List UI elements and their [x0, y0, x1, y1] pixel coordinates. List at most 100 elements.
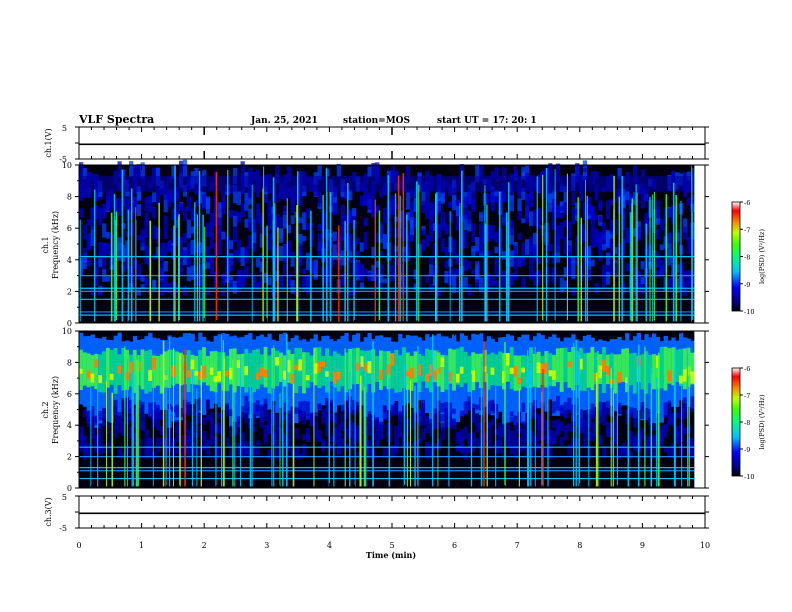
spectrogram-cell — [352, 400, 357, 415]
spectrogram-cell — [186, 429, 191, 443]
spectrogram-cell — [421, 239, 426, 251]
spectrogram-cell — [636, 226, 641, 241]
spectrogram-cell — [394, 441, 399, 447]
spectrogram-cell — [302, 352, 307, 394]
spectrogram-cell — [317, 223, 322, 231]
spectrogram-cell — [478, 215, 484, 222]
spectrogram-cell — [94, 267, 99, 286]
spectrogram-cell — [259, 419, 265, 428]
spectrogram-cell — [440, 357, 445, 367]
spectrogram-cell — [559, 277, 564, 293]
spectrogram-cell — [690, 371, 695, 384]
spectrogram-cell — [425, 176, 430, 192]
spectrogram-cell — [313, 432, 318, 442]
spectrogram-cell — [232, 249, 238, 257]
spectrogram-cell — [367, 421, 372, 436]
spectrogram-cell — [144, 351, 149, 394]
spectrogram-cell — [578, 409, 584, 420]
spectrogram-cell — [559, 437, 564, 446]
spectrogram-cell — [290, 405, 295, 417]
spectrogram-cell — [590, 409, 595, 419]
spectrogram-cell — [571, 192, 576, 206]
spectrogram-cell — [659, 425, 664, 441]
spectrogram-cell — [378, 425, 384, 432]
spectrogram-cell — [663, 424, 668, 438]
spectrogram-cell — [517, 377, 522, 385]
y-tick-label: 6 — [67, 390, 72, 399]
spectrogram-cell — [309, 412, 315, 418]
spectrogram-cell — [402, 275, 407, 288]
spectrogram-cell — [217, 228, 222, 234]
spectrogram-cell — [263, 425, 268, 439]
spectrogram-cell — [290, 197, 295, 213]
x-tick-label: 7 — [515, 541, 520, 550]
spectrogram-cell — [98, 410, 103, 421]
spectrogram-cell — [417, 176, 422, 192]
spectrogram-cell — [86, 420, 91, 427]
spectrogram-cell — [682, 407, 688, 419]
spectrogram-cell — [563, 186, 568, 203]
spectrogram-cell — [221, 206, 226, 215]
spectrogram-cell — [340, 235, 345, 241]
spectrogram-cell — [436, 442, 441, 450]
spectrogram-cell — [617, 167, 622, 180]
spectrogram-cell — [232, 176, 238, 192]
spectrogram-cell — [536, 270, 541, 286]
spectrogram-cell — [571, 261, 576, 280]
spectrogram-cell — [582, 438, 588, 449]
spectrogram-cell — [475, 176, 480, 192]
spectrogram-cell — [586, 245, 591, 256]
spectrogram-cell — [236, 275, 241, 292]
figure-title: VLF Spectra — [78, 113, 154, 126]
spectrogram-cell — [682, 369, 688, 382]
spectrogram-cell — [417, 419, 422, 426]
spectrogram-cell — [128, 361, 134, 374]
x-tick-label: 4 — [327, 541, 332, 550]
spectrogram-cell — [305, 176, 311, 192]
spectrogram-cell — [152, 167, 157, 184]
spectrogram-cell — [678, 421, 684, 429]
spectrogram-cell — [490, 225, 495, 240]
spectrogram-cell — [367, 449, 372, 459]
spectrogram-cell — [263, 273, 268, 284]
spectrogram-cell — [425, 170, 430, 179]
spectrogram-cell — [509, 250, 514, 267]
spectrogram-cell — [359, 416, 365, 423]
spectrogram-cell — [105, 422, 111, 434]
spectrogram-cell — [248, 176, 253, 192]
spectrogram-cell — [94, 176, 99, 192]
spectrogram-cell — [175, 228, 180, 247]
spectrogram-cell — [375, 431, 380, 447]
spectrogram-cell — [655, 206, 661, 224]
spectrogram-cell — [240, 443, 245, 459]
spectrogram-cell — [582, 229, 588, 242]
spectrogram-cell — [513, 245, 518, 255]
spectrogram-cell — [317, 164, 322, 180]
spectrogram-cell — [159, 437, 165, 446]
spectrogram-cell — [105, 347, 111, 388]
spectrogram-cell — [594, 176, 599, 192]
spectrogram-cell — [521, 257, 526, 266]
spectrogram-cell — [482, 433, 488, 440]
spectrogram-cell — [140, 349, 145, 390]
spectrogram-cell — [267, 425, 272, 434]
spectrogram-cell — [259, 404, 265, 412]
spectrogram-cell — [655, 229, 661, 240]
spectrogram-cell — [117, 416, 122, 422]
spectrogram-cell — [463, 276, 468, 290]
spectrogram-cell — [598, 437, 603, 446]
spectrogram-cell — [317, 233, 322, 243]
spectrogram-cell — [559, 347, 564, 392]
spectrogram-cell — [221, 291, 226, 297]
spectrogram-cell — [332, 231, 338, 242]
spectrogram-cell — [671, 347, 676, 386]
spectrogram-cell — [678, 408, 684, 421]
spectrogram-cell — [432, 350, 438, 383]
spectrogram-cell — [644, 407, 649, 421]
spectrogram-cell — [590, 176, 595, 192]
spectrogram-cell — [325, 401, 330, 416]
spectrogram-cell — [632, 420, 638, 428]
spectrogram-cell — [98, 446, 103, 455]
spectrogram-cell — [609, 231, 614, 239]
spectrogram-cell — [159, 279, 165, 296]
